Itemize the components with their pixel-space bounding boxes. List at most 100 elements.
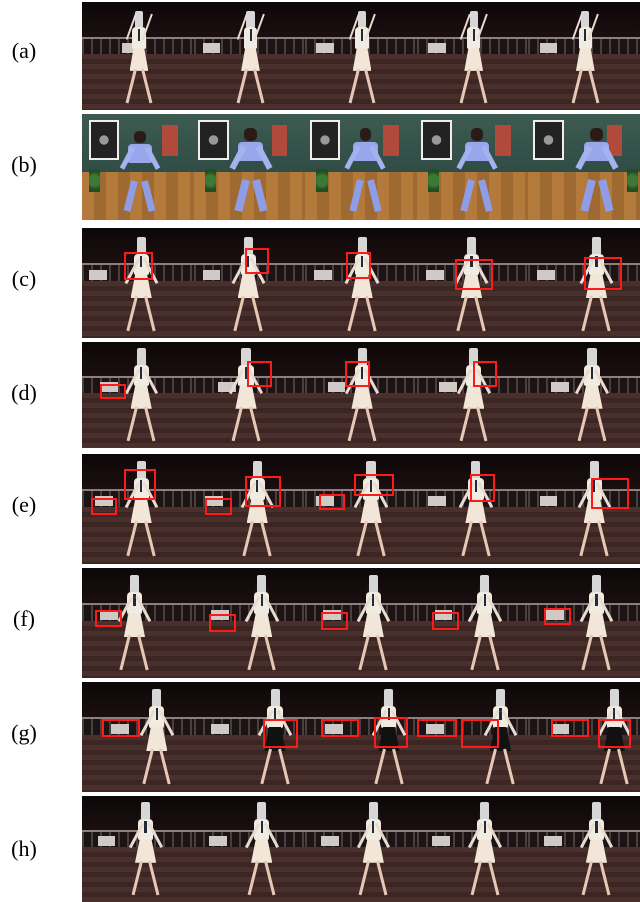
blurred-face [609, 688, 619, 707]
dancer [127, 802, 165, 900]
highlight-box [470, 473, 495, 503]
frame-strip [82, 454, 640, 564]
highlight-box [244, 247, 270, 275]
dancer [482, 688, 520, 790]
dancer [573, 348, 611, 446]
dancer [345, 10, 378, 108]
blurred-face [136, 348, 146, 366]
video-frame [416, 114, 529, 220]
video-frame [528, 454, 640, 564]
row-label: (h) [11, 836, 37, 861]
video-frame [528, 114, 640, 220]
highlight-box [597, 719, 632, 748]
blurred-face [152, 688, 162, 707]
row-label: (f) [13, 606, 35, 631]
blurred-face [469, 10, 478, 29]
blurred-face [480, 802, 490, 820]
blurred-face [480, 574, 490, 593]
video-frame [528, 2, 640, 110]
row-label: (g) [11, 720, 37, 745]
blurred-face [357, 236, 367, 255]
highlight-box [432, 612, 460, 630]
highlight-box [346, 252, 372, 279]
row-g: (g) [0, 680, 640, 794]
dancer [138, 688, 176, 790]
dancer [115, 574, 153, 676]
taichi-performer [223, 127, 279, 216]
video-frame [193, 796, 306, 902]
row-f: (f) [0, 566, 640, 680]
video-frame [416, 342, 529, 448]
highlight-box [209, 614, 236, 632]
taichi-performer [450, 127, 504, 216]
frame-strip [82, 2, 640, 110]
dancer [595, 688, 633, 790]
blurred-face [129, 574, 139, 593]
video-frame [305, 342, 417, 448]
video-frame [305, 454, 417, 564]
video-frame [305, 682, 417, 792]
video-frame [528, 342, 640, 448]
video-frame [416, 228, 529, 338]
video-frame [416, 2, 529, 110]
blurred-face [368, 802, 378, 820]
highlight-box [90, 498, 117, 515]
row-label: (c) [11, 266, 37, 291]
blurred-face [358, 10, 367, 29]
video-frame [416, 568, 529, 678]
blurred-face [246, 10, 255, 29]
blurred-face [591, 236, 601, 255]
frame-strip [82, 228, 640, 338]
dancer [122, 460, 160, 562]
highlight-box [590, 478, 629, 509]
blurred-face [241, 348, 251, 366]
video-frame [193, 682, 306, 792]
taichi-performer [569, 127, 625, 216]
dancer [354, 574, 392, 676]
highlight-box [247, 361, 272, 387]
row-label: (e) [11, 492, 37, 517]
highlight-box [584, 256, 623, 290]
blurred-face [141, 802, 151, 820]
dancer [234, 10, 267, 108]
highlight-box [320, 719, 359, 737]
blurred-face [270, 688, 280, 707]
row-label: (b) [11, 152, 37, 177]
video-frame [305, 114, 417, 220]
video-frame [305, 796, 417, 902]
blurred-face [384, 688, 394, 707]
frame-strip [82, 114, 640, 220]
highlight-box [454, 258, 493, 290]
dancer [575, 460, 613, 562]
blurred-face [368, 574, 378, 593]
video-frame [82, 342, 194, 448]
frame-strip [82, 568, 640, 678]
highlight-box [354, 473, 395, 496]
taichi-performer [339, 127, 393, 216]
video-frame [193, 114, 306, 220]
dancer [354, 802, 392, 900]
highlight-box [204, 498, 232, 515]
blurred-face [357, 348, 367, 366]
highlight-box [262, 719, 299, 748]
blurred-face [257, 802, 267, 820]
video-frame [82, 682, 194, 792]
highlight-box [318, 493, 346, 511]
highlight-box [320, 612, 348, 630]
video-frame [82, 568, 194, 678]
video-frame [528, 568, 640, 678]
row-label: (d) [11, 380, 37, 405]
video-frame [305, 228, 417, 338]
dancer [243, 802, 281, 900]
blurred-face [587, 348, 597, 366]
highlight-box [461, 719, 500, 748]
highlight-box [95, 609, 123, 628]
blurred-face [134, 10, 143, 29]
blurred-face [591, 574, 601, 593]
dancer [122, 348, 160, 446]
blurred-face [136, 236, 146, 255]
video-frame [416, 454, 529, 564]
row-d: (d) [0, 340, 640, 452]
blurred-face [589, 460, 599, 479]
highlight-box [472, 361, 498, 387]
